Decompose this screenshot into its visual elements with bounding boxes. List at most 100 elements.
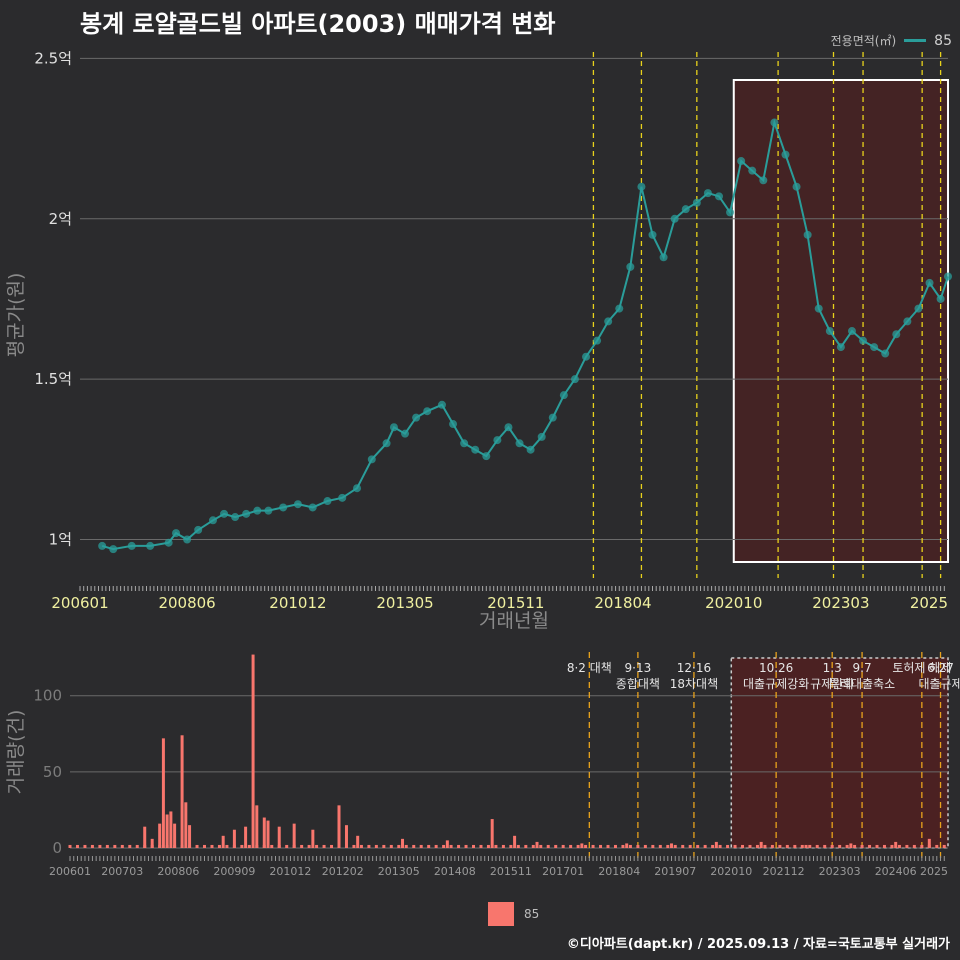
price-point	[353, 484, 362, 493]
volume-y-tick-label: 0	[52, 839, 62, 857]
volume-bar	[311, 829, 315, 848]
price-point	[537, 432, 546, 441]
volume-bar	[554, 844, 558, 848]
volume-bar	[442, 844, 446, 848]
x-tick-label: 202303	[812, 594, 869, 612]
volume-bar	[464, 844, 468, 848]
volume-bar	[759, 841, 763, 848]
volume-x-tick-label: 200909	[213, 865, 255, 878]
volume-bar	[755, 844, 759, 848]
volume-bar	[210, 844, 214, 848]
volume-bar	[247, 844, 251, 848]
volume-bar	[203, 844, 206, 848]
price-point	[548, 413, 557, 422]
volume-bar	[804, 844, 808, 848]
price-point	[279, 503, 288, 512]
volume-bar	[513, 835, 517, 848]
volume-bar	[561, 844, 565, 848]
volume-x-tick-label: 201701	[542, 865, 584, 878]
highlight-region	[732, 79, 949, 563]
price-point	[681, 205, 690, 214]
x-axis-title: 거래년월	[479, 610, 549, 632]
volume-bar	[83, 844, 87, 848]
price-point	[526, 445, 535, 454]
volume-x-tick-label: 201804	[598, 865, 640, 878]
volume-bar	[374, 844, 378, 848]
volume-x-tick-label: 200806	[157, 865, 199, 878]
volume-bar	[535, 841, 539, 848]
price-point	[412, 413, 421, 422]
volume-bar	[845, 844, 849, 848]
credit-text: ©디아파트(dapt.kr) / 2025.09.13 / 자료=국토교통부 실…	[566, 937, 950, 952]
y-tick-label: 2억	[49, 210, 72, 228]
price-point	[164, 538, 173, 547]
volume-bar	[277, 826, 281, 848]
volume-bar	[150, 838, 154, 848]
x-tick-label: 201511	[487, 594, 544, 612]
price-point	[449, 420, 458, 429]
volume-y-tick-label: 100	[33, 687, 62, 705]
volume-bar	[808, 844, 812, 848]
price-point	[323, 497, 332, 506]
volume-x-tick-label: 201408	[434, 865, 476, 878]
price-point	[944, 272, 952, 281]
volume-bar	[584, 844, 588, 848]
price-point	[471, 445, 480, 454]
price-point	[737, 157, 746, 166]
price-point	[208, 516, 217, 525]
volume-bar	[494, 844, 498, 848]
price-point	[253, 506, 262, 515]
price-point	[859, 336, 868, 345]
volume-x-tick-label: 2025	[920, 865, 948, 878]
price-point	[127, 541, 136, 550]
volume-bar	[315, 844, 319, 848]
volume-bar	[688, 844, 692, 848]
bottom-legend: 85	[488, 902, 539, 926]
volume-bar	[457, 844, 461, 848]
price-point	[714, 192, 723, 201]
volume-bar	[389, 844, 393, 848]
volume-bar	[875, 844, 879, 848]
volume-bar	[232, 829, 236, 848]
volume-y-axis-title: 거래량(건)	[5, 710, 27, 795]
volume-bar	[367, 844, 371, 848]
volume-x-tick-label: 201012	[269, 865, 311, 878]
volume-bar	[285, 844, 289, 848]
price-point	[338, 493, 347, 502]
legend-series-label: 85	[934, 32, 952, 49]
volume-x-tick-label: 200703	[101, 865, 143, 878]
price-point	[703, 189, 712, 198]
volume-bar	[188, 825, 192, 848]
volume-bar	[516, 844, 520, 848]
policy-annotation: 18차대책	[670, 676, 718, 691]
price-point	[692, 198, 701, 207]
volume-bar	[546, 844, 550, 848]
volume-bar	[300, 844, 304, 848]
x-tick-label: 202010	[705, 594, 762, 612]
volume-x-tick-label: 201305	[378, 865, 420, 878]
volume-bar	[580, 843, 584, 848]
bottom-legend-label: 85	[524, 907, 540, 921]
volume-bar	[509, 844, 513, 848]
volume-bar	[838, 844, 842, 848]
price-point	[515, 439, 524, 448]
volume-bar	[860, 844, 864, 848]
price-point	[264, 506, 273, 515]
volume-bar	[576, 844, 580, 848]
volume-bar	[905, 844, 909, 848]
volume-bar	[412, 844, 416, 848]
price-point	[903, 317, 912, 326]
volume-bar	[920, 844, 924, 848]
volume-bar	[135, 844, 139, 848]
volume-bar	[120, 844, 124, 848]
volume-bar	[882, 844, 886, 848]
price-point	[881, 349, 890, 358]
volume-bar	[606, 844, 610, 848]
price-point	[231, 513, 240, 522]
volume-bar	[404, 844, 408, 848]
volume-bar	[449, 844, 453, 848]
policy-annotation: 6.27	[927, 661, 954, 675]
volume-bar	[337, 805, 341, 848]
volume-bar	[733, 844, 737, 848]
volume-bar	[815, 844, 819, 848]
